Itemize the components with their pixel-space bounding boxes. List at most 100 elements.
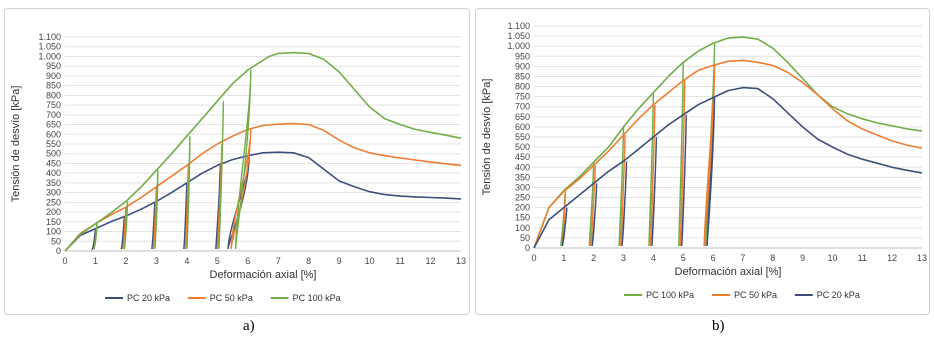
y-tick-label: 900 [515, 61, 530, 71]
x-tick-label: 10 [827, 253, 837, 263]
series-loop [91, 229, 97, 251]
series-loop [152, 186, 158, 250]
y-tick-label: 550 [515, 132, 530, 142]
x-tick-label: 11 [858, 253, 867, 263]
y-tick-label: 100 [46, 227, 61, 237]
x-tick-label: 13 [917, 253, 927, 263]
y-tick-label: 250 [515, 193, 530, 203]
series-loop [122, 207, 127, 250]
y-tick-label: 350 [515, 172, 530, 182]
y-tick-label: 500 [515, 142, 530, 152]
series-loop [123, 201, 129, 250]
y-tick-label: 800 [515, 82, 530, 92]
series-loop [703, 65, 716, 247]
x-tick-label: 13 [456, 256, 466, 266]
series-loop [619, 134, 626, 247]
series-loop [618, 126, 625, 247]
y-tick-label: 500 [46, 149, 61, 159]
series-loop [588, 162, 595, 247]
x-tick-label: 3 [621, 253, 626, 263]
y-tick-label: 1.100 [507, 21, 530, 31]
x-axis-title: Deformación axial [%] [210, 269, 317, 281]
y-tick-label: 650 [515, 112, 530, 122]
y-tick-label: 200 [515, 203, 530, 213]
series-loop [590, 165, 596, 247]
series-loop [648, 92, 655, 247]
series-loop [93, 223, 98, 250]
y-tick-label: 950 [515, 51, 530, 61]
series-loop [706, 97, 716, 247]
series-line-pc-20-kpa [64, 151, 462, 252]
y-tick-label: 700 [46, 110, 61, 120]
x-tick-label: 11 [395, 256, 404, 266]
y-tick-label: 150 [46, 217, 61, 227]
y-tick-label: 300 [46, 188, 61, 198]
y-tick-label: 0 [525, 243, 530, 253]
y-tick-label: 900 [46, 71, 61, 81]
x-tick-label: 3 [154, 256, 159, 266]
legend-label: PC 100 kPa [293, 293, 341, 303]
x-tick-label: 1 [93, 256, 98, 266]
y-tick-label: 600 [46, 129, 61, 139]
y-tick-label: 1.050 [38, 42, 61, 52]
x-tick-label: 9 [800, 253, 805, 263]
chart-b-svg: 0501001502002503003504004505005506006507… [481, 21, 927, 300]
legend-label: PC 20 kPa [817, 290, 860, 300]
y-tick-label: 100 [515, 223, 530, 233]
y-tick-label: 550 [46, 139, 61, 149]
x-tick-label: 4 [184, 256, 189, 266]
series-loop [120, 215, 126, 250]
x-tick-label: 5 [215, 256, 220, 266]
y-tick-label: 1.100 [38, 32, 61, 42]
y-tick-label: 400 [46, 168, 61, 178]
y-tick-label: 1.000 [507, 41, 530, 51]
series-line-pc-20-kpa [533, 86, 923, 249]
series-line-pc-100-kpa [64, 51, 462, 252]
x-tick-label: 10 [365, 256, 375, 266]
x-tick-label: 8 [306, 256, 311, 266]
x-tick-label: 8 [770, 253, 775, 263]
y-tick-label: 150 [515, 213, 530, 223]
chart-panel-b: 0 50 100 150 200 250 300 350 400 450 500 550 600 650 7… [475, 8, 930, 315]
x-tick-label: 9 [337, 256, 342, 266]
legend-label: PC 50 kPa [734, 290, 777, 300]
y-tick-label: 1.000 [38, 51, 61, 61]
x-tick-label: 4 [651, 253, 656, 263]
series-loop [230, 129, 252, 250]
x-tick-label: 12 [887, 253, 897, 263]
x-tick-label: 5 [681, 253, 686, 263]
series-line-pc-50-kpa [533, 59, 923, 249]
x-tick-label: 6 [711, 253, 716, 263]
chart-panel-a: 0 50 100 150 200 250 300 350 400 450 500 550 600 650 7… [4, 8, 470, 315]
series-loop [186, 136, 191, 250]
x-tick-label: 0 [531, 253, 536, 263]
y-tick-label: 300 [515, 182, 530, 192]
legend-label: PC 100 kPa [646, 290, 694, 300]
y-tick-label: 50 [51, 236, 61, 246]
series-loop [215, 165, 222, 250]
legend-label: PC 20 kPa [127, 293, 170, 303]
y-tick-label: 250 [46, 197, 61, 207]
series-loop [678, 62, 684, 247]
caption-b: b) [712, 318, 725, 334]
y-axis-title: Tensión de desvío [kPa] [10, 86, 22, 203]
y-tick-label: 350 [46, 178, 61, 188]
y-tick-label: 800 [46, 90, 61, 100]
series-loop [621, 161, 628, 247]
y-tick-label: 750 [46, 100, 61, 110]
series-loop [218, 101, 225, 250]
series-loop [679, 80, 686, 247]
x-tick-label: 6 [245, 256, 250, 266]
series-loop [651, 136, 658, 247]
y-tick-label: 50 [520, 233, 530, 243]
y-tick-label: 600 [515, 122, 530, 132]
x-tick-label: 12 [426, 256, 436, 266]
legend-label: PC 50 kPa [210, 293, 253, 303]
series-loop [591, 183, 598, 247]
y-tick-label: 650 [46, 120, 61, 130]
y-axis-title: Tensión de desvío [kPa] [481, 79, 493, 196]
x-tick-label: 7 [276, 256, 281, 266]
series-loop [561, 207, 568, 247]
x-axis-title: Deformación axial [%] [675, 266, 782, 278]
x-tick-label: 1 [561, 253, 566, 263]
